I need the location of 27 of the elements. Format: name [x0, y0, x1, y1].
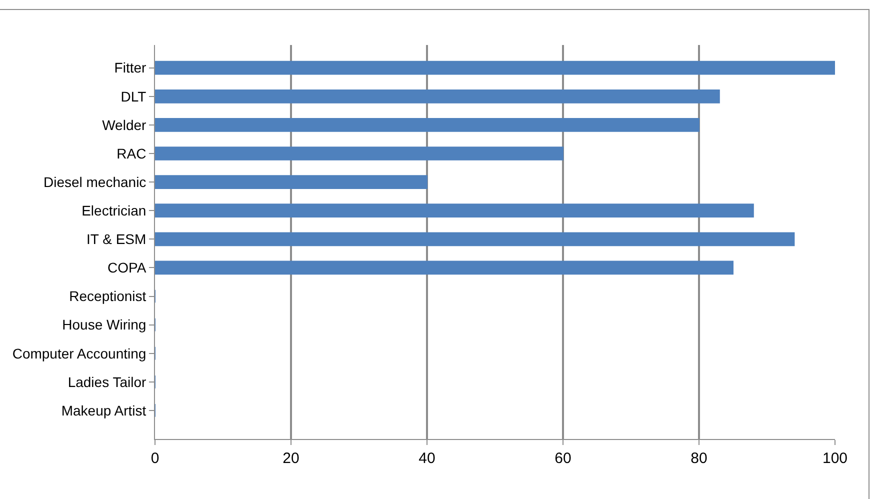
y-tick-label: Makeup Artist	[61, 402, 146, 418]
x-tick-label: 100	[822, 450, 848, 467]
y-tick-label: Computer Accounting	[12, 345, 146, 362]
y-tick-label: IT & ESM	[86, 231, 146, 248]
y-tick-label: Fitter	[114, 60, 147, 76]
y-tick-label: Welder	[102, 116, 147, 133]
y-tick-label: House Wiring	[62, 316, 146, 333]
bar	[155, 146, 564, 160]
y-tick-label: Ladies Tailor	[68, 374, 147, 390]
bar	[155, 232, 795, 246]
y-tick-label: Receptionist	[69, 288, 146, 304]
y-tick-label: DLT	[120, 88, 147, 104]
bar	[155, 118, 700, 132]
bar	[155, 89, 720, 104]
y-tick-label: Diesel mechanic	[43, 174, 146, 190]
x-tick-label: 20	[282, 450, 300, 467]
bar	[155, 60, 835, 75]
x-tick-label: 60	[554, 450, 572, 467]
y-tick-label: COPA	[108, 260, 147, 276]
x-tick-label: 0	[150, 450, 160, 467]
x-tick-label: 80	[690, 450, 708, 467]
bar	[155, 175, 428, 189]
bar	[155, 260, 734, 275]
y-tick-label: Electrician	[82, 202, 146, 218]
y-tick-label: RAC	[116, 145, 146, 162]
bar	[155, 204, 754, 218]
x-tick-label: 40	[418, 450, 436, 467]
